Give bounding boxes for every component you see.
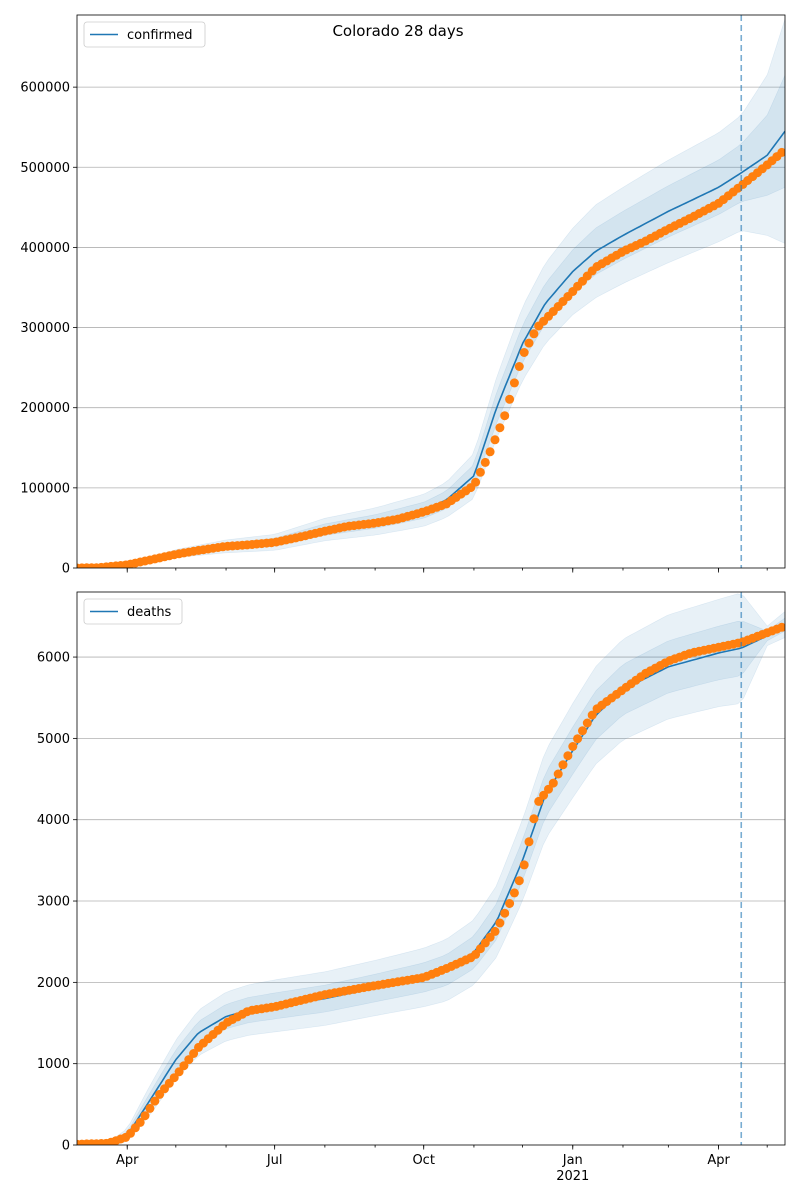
observed-point bbox=[582, 718, 592, 728]
observed-point bbox=[509, 378, 519, 388]
y-tick-label: 100000 bbox=[20, 481, 70, 496]
uncertainty-band bbox=[77, 18, 785, 568]
y-tick-label: 0 bbox=[62, 1139, 70, 1154]
axes-frame bbox=[76, 14, 786, 569]
observed-point bbox=[519, 348, 529, 357]
y-tick-label: 600000 bbox=[20, 81, 70, 96]
x-tick-label: Apr bbox=[116, 1153, 139, 1168]
observed-point bbox=[578, 726, 587, 736]
observed-point bbox=[777, 622, 785, 632]
observed-point bbox=[563, 751, 573, 761]
observed-point bbox=[529, 814, 539, 824]
observed-point bbox=[544, 784, 553, 794]
observed-point bbox=[553, 769, 563, 779]
legend-box bbox=[83, 21, 206, 48]
observed-point bbox=[495, 423, 505, 433]
x-year-label: 2021 bbox=[556, 1169, 589, 1184]
y-tick-label: 2000 bbox=[37, 976, 70, 991]
observed-point bbox=[519, 860, 529, 870]
observed-point bbox=[777, 147, 785, 157]
observed-point bbox=[174, 1067, 184, 1077]
y-tick-label: 500000 bbox=[20, 161, 70, 176]
observed-point bbox=[145, 1103, 155, 1113]
deaths-panel: 0 1000 2000 3000 4000 5000 6000 Apr Jul Oct Jan Apr… bbox=[37, 591, 786, 1184]
x-tick-label: Oct bbox=[412, 1153, 434, 1168]
observed-point bbox=[505, 899, 515, 908]
y-tick-label: 5000 bbox=[37, 732, 70, 747]
legend-box bbox=[83, 598, 183, 625]
observed-point bbox=[524, 338, 534, 348]
chart-title: Colorado 28 days bbox=[332, 22, 463, 40]
y-tick-label: 0 bbox=[62, 562, 70, 577]
observed-point bbox=[539, 790, 549, 800]
y-tick-label: 400000 bbox=[20, 241, 70, 256]
observed-point bbox=[558, 760, 568, 770]
observed-point bbox=[505, 394, 515, 404]
observed-point bbox=[480, 457, 490, 467]
axes-frame bbox=[76, 591, 786, 1146]
observed-point bbox=[475, 467, 485, 477]
legend: confirmed bbox=[83, 21, 206, 48]
observed-point bbox=[514, 362, 524, 371]
observed-point bbox=[135, 1117, 145, 1127]
legend-label: confirmed bbox=[127, 28, 193, 43]
observed-point bbox=[548, 778, 558, 788]
y-tick-label: 4000 bbox=[37, 813, 70, 828]
observed-point bbox=[179, 1061, 189, 1071]
observed-point bbox=[529, 329, 539, 339]
observed-point bbox=[150, 1096, 160, 1106]
observed-point bbox=[495, 918, 505, 928]
observed-point bbox=[490, 926, 500, 936]
observed-point bbox=[490, 435, 500, 445]
y-tick-label: 1000 bbox=[37, 1057, 70, 1072]
legend: deaths bbox=[83, 598, 183, 625]
observed-point bbox=[485, 447, 495, 457]
x-tick-label: Jul bbox=[266, 1153, 283, 1168]
observed-point bbox=[140, 1111, 150, 1121]
observed-point bbox=[524, 837, 534, 847]
x-tick-label: Apr bbox=[707, 1153, 730, 1168]
y-tick-label: 300000 bbox=[20, 321, 70, 336]
observed-point bbox=[500, 411, 510, 421]
observed-point bbox=[514, 876, 524, 886]
confirmed-panel: 0 100000 200000 300000 400000 500000 600000 con… bbox=[20, 14, 786, 577]
observed-point bbox=[568, 742, 578, 751]
observed-point bbox=[509, 888, 519, 898]
observed-point bbox=[534, 796, 544, 806]
observed-point bbox=[184, 1055, 194, 1065]
plot-area bbox=[77, 593, 785, 1145]
observed-point bbox=[500, 908, 510, 918]
observed-point bbox=[471, 477, 481, 487]
y-tick-label: 200000 bbox=[20, 401, 70, 416]
legend-label: deaths bbox=[127, 605, 172, 620]
y-tick-label: 6000 bbox=[37, 651, 70, 666]
plot-area bbox=[77, 18, 785, 568]
observed-point bbox=[189, 1049, 199, 1058]
x-tick-label: Jan bbox=[562, 1153, 583, 1168]
observed-point bbox=[169, 1073, 179, 1083]
observed-point bbox=[573, 734, 583, 744]
y-tick-label: 3000 bbox=[37, 895, 70, 910]
observed-point bbox=[587, 710, 597, 720]
